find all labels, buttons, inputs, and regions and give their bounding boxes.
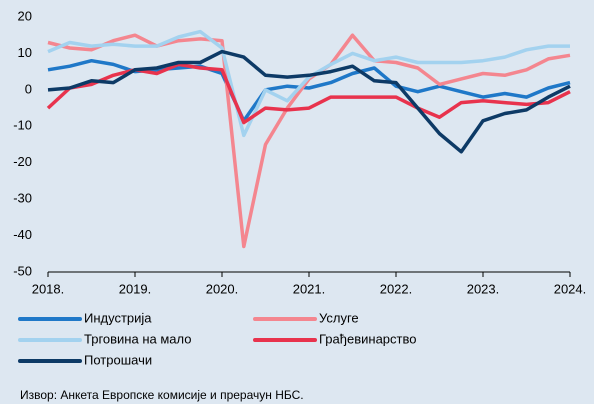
x-tick-label: 2019. bbox=[119, 281, 152, 296]
y-tick-label: -20 bbox=[13, 154, 32, 169]
y-tick-label: -40 bbox=[13, 227, 32, 242]
legend-label: Трговина на мало bbox=[84, 331, 191, 346]
y-tick-label: 0 bbox=[25, 81, 32, 96]
y-tick-label: -10 bbox=[13, 118, 32, 133]
y-tick-label: 10 bbox=[18, 45, 32, 60]
source-note: Извор: Анкета Европске комисије и прерач… bbox=[20, 388, 304, 402]
x-tick-label: 2022. bbox=[380, 281, 413, 296]
series-line bbox=[47, 49, 571, 154]
x-tick-label: 2018. bbox=[32, 281, 65, 296]
series-line bbox=[47, 29, 570, 138]
x-tick-label: 2023. bbox=[467, 281, 500, 296]
legend-label: Услуге bbox=[319, 310, 359, 325]
x-tick-label: 2021. bbox=[293, 281, 326, 296]
x-tick-label: 2020. bbox=[206, 281, 239, 296]
legend-label: Потрошачи bbox=[84, 352, 152, 367]
y-tick-label: 20 bbox=[18, 8, 32, 23]
y-tick-label: -30 bbox=[13, 191, 32, 206]
y-tick-label: -50 bbox=[13, 263, 32, 278]
legend-label: Грађевинарство bbox=[319, 331, 416, 346]
legend-label: Индустрија bbox=[84, 310, 152, 325]
x-tick-label: 2024. bbox=[554, 281, 587, 296]
